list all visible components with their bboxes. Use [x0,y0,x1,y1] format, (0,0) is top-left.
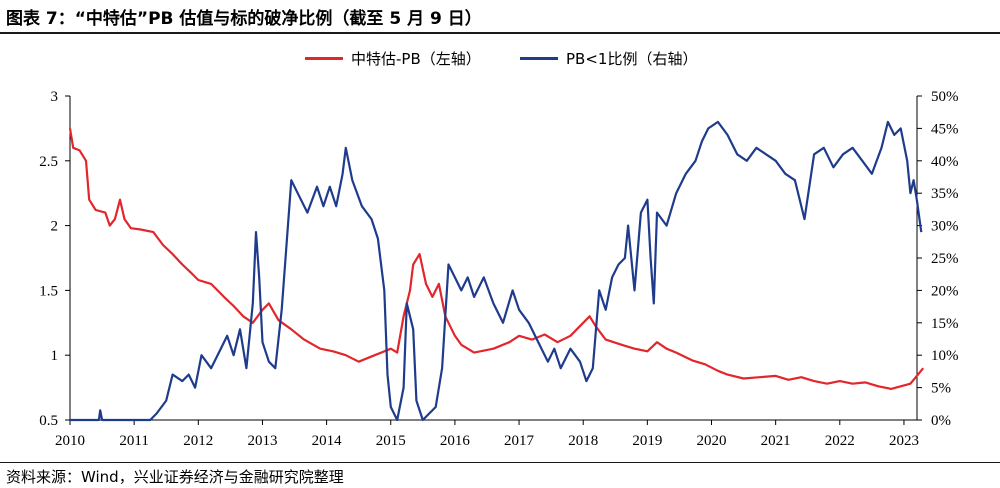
y-right-tick-label: 50% [931,89,959,105]
x-tick-label: 2014 [312,433,343,449]
title-bar: 图表 7：“中特估”PB 估值与标的破净比例（截至 5 月 9 日） [0,0,1000,34]
x-tick-label: 2015 [376,433,406,449]
y-right-tick-label: 0% [931,413,951,429]
y-right-tick-label: 5% [931,381,951,397]
legend-item-pb: 中特估-PB（左轴） [305,48,481,69]
series-line-ratio [70,120,923,422]
y-right-tick-label: 35% [931,186,959,202]
y-left-tick-label: 2.5 [39,154,58,170]
source-note: 资料来源：Wind，兴业证券经济与金融研究院整理 [6,468,344,486]
y-right-tick-label: 20% [931,283,959,299]
y-right-tick-label: 30% [931,219,959,235]
x-tick-label: 2023 [889,433,919,449]
y-right-tick-label: 10% [931,348,959,364]
legend-swatch-ratio [520,57,558,60]
y-right-tick-label: 40% [931,154,959,170]
series-line-pb [68,128,925,390]
x-tick-label: 2013 [247,433,277,449]
legend-label-pb: 中特估-PB（左轴） [351,50,481,68]
y-left-tick-label: 2 [51,219,59,235]
x-tick-label: 2016 [440,433,471,449]
x-tick-label: 2019 [632,433,662,449]
x-tick-label: 2021 [761,433,791,449]
x-tick-label: 2010 [55,433,85,449]
x-tick-label: 2012 [183,433,213,449]
legend: 中特估-PB（左轴） PB<1比例（右轴） [0,48,1000,74]
x-tick-label: 2020 [697,433,727,449]
y-left-tick-label: 3 [51,89,59,105]
source-bar: 资料来源：Wind，兴业证券经济与金融研究院整理 [0,462,1000,488]
x-tick-label: 2022 [825,433,855,449]
x-tick-label: 2018 [568,433,598,449]
y-right-tick-label: 45% [931,121,959,137]
y-right-tick-label: 15% [931,316,959,332]
x-tick-label: 2011 [119,433,148,449]
y-left-tick-label: 0.5 [39,413,58,429]
chart-title: 图表 7：“中特估”PB 估值与标的破净比例（截至 5 月 9 日） [6,9,482,29]
legend-item-ratio: PB<1比例（右轴） [520,48,697,69]
y-left-tick-label: 1 [51,348,59,364]
legend-swatch-pb [305,57,343,60]
y-right-tick-label: 25% [931,251,959,267]
y-left-tick-label: 1.5 [39,283,58,299]
x-tick-label: 2017 [504,433,535,449]
legend-label-ratio: PB<1比例（右轴） [566,50,698,68]
chart-area: 0.511.522.530%5%10%15%20%25%30%35%40%45%… [39,89,959,449]
